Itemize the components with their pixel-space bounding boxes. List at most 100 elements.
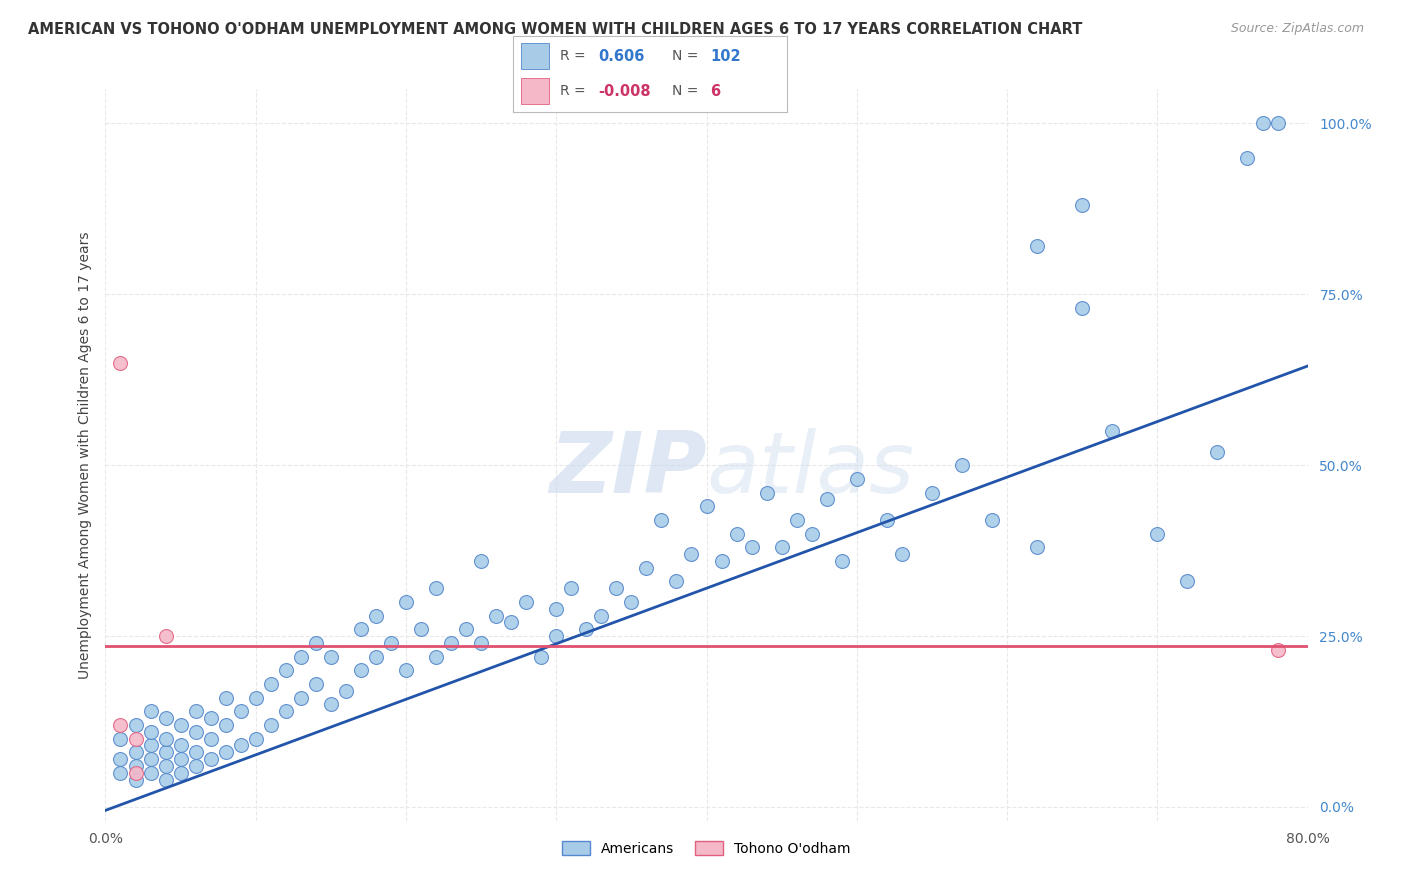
Point	[155, 745, 177, 759]
Text: ZIP: ZIP	[548, 428, 707, 511]
FancyBboxPatch shape	[522, 78, 548, 104]
Point	[214, 690, 236, 705]
Point	[124, 759, 146, 773]
Text: Source: ZipAtlas.com: Source: ZipAtlas.com	[1230, 22, 1364, 36]
Point	[710, 554, 733, 568]
Point	[184, 745, 207, 759]
Point	[110, 765, 132, 780]
Text: 102: 102	[710, 49, 741, 63]
Point	[319, 649, 342, 664]
Point	[1101, 424, 1123, 438]
Point	[169, 752, 191, 766]
Point	[305, 677, 328, 691]
Point	[184, 724, 207, 739]
Point	[650, 513, 672, 527]
Point	[501, 615, 523, 630]
Point	[139, 739, 162, 753]
Point	[139, 724, 162, 739]
Point	[454, 622, 477, 636]
Point	[770, 540, 793, 554]
Point	[169, 765, 191, 780]
Point	[155, 772, 177, 787]
Point	[274, 704, 297, 718]
Text: -0.008: -0.008	[598, 84, 651, 98]
Point	[350, 663, 373, 677]
Point	[245, 731, 267, 746]
Text: 6: 6	[710, 84, 721, 98]
Point	[815, 492, 838, 507]
Point	[831, 554, 853, 568]
Point	[515, 595, 537, 609]
Point	[560, 581, 582, 595]
Point	[200, 731, 222, 746]
Point	[1146, 526, 1168, 541]
Text: AMERICAN VS TOHONO O'ODHAM UNEMPLOYMENT AMONG WOMEN WITH CHILDREN AGES 6 TO 17 Y: AMERICAN VS TOHONO O'ODHAM UNEMPLOYMENT …	[28, 22, 1083, 37]
Point	[260, 677, 283, 691]
Point	[214, 718, 236, 732]
Point	[546, 601, 568, 615]
Point	[124, 718, 146, 732]
Point	[155, 629, 177, 643]
Point	[950, 458, 973, 472]
Point	[395, 663, 418, 677]
Text: N =: N =	[672, 49, 699, 63]
Point	[124, 731, 146, 746]
Y-axis label: Unemployment Among Women with Children Ages 6 to 17 years: Unemployment Among Women with Children A…	[77, 231, 91, 679]
Point	[1267, 642, 1289, 657]
Point	[440, 636, 463, 650]
Point	[1026, 239, 1049, 253]
Point	[184, 704, 207, 718]
Point	[350, 622, 373, 636]
Point	[155, 711, 177, 725]
Point	[741, 540, 763, 554]
Point	[696, 499, 718, 513]
Point	[110, 731, 132, 746]
Point	[155, 731, 177, 746]
Point	[921, 485, 943, 500]
Point	[1206, 444, 1229, 458]
Point	[124, 745, 146, 759]
Point	[409, 622, 432, 636]
Point	[681, 547, 703, 561]
Point	[395, 595, 418, 609]
Point	[1026, 540, 1049, 554]
Point	[800, 526, 823, 541]
Point	[335, 683, 357, 698]
Point	[184, 759, 207, 773]
Point	[1175, 574, 1198, 589]
Point	[530, 649, 553, 664]
Point	[890, 547, 912, 561]
Point	[274, 663, 297, 677]
Point	[364, 649, 387, 664]
Point	[786, 513, 808, 527]
Point	[245, 690, 267, 705]
Point	[169, 739, 191, 753]
Point	[139, 752, 162, 766]
Point	[876, 513, 898, 527]
Point	[425, 581, 447, 595]
Point	[305, 636, 328, 650]
Point	[124, 765, 146, 780]
Point	[200, 752, 222, 766]
Point	[425, 649, 447, 664]
Point	[214, 745, 236, 759]
Point	[260, 718, 283, 732]
Text: atlas: atlas	[707, 428, 914, 511]
Point	[364, 608, 387, 623]
Point	[1071, 198, 1094, 212]
Point	[636, 560, 658, 574]
Text: R =: R =	[560, 49, 585, 63]
Point	[155, 759, 177, 773]
FancyBboxPatch shape	[522, 44, 548, 69]
Point	[200, 711, 222, 725]
Point	[290, 690, 312, 705]
Point	[605, 581, 627, 595]
Point	[1251, 116, 1274, 130]
Point	[485, 608, 508, 623]
Point	[380, 636, 402, 650]
Point	[1236, 151, 1258, 165]
Point	[229, 739, 252, 753]
Point	[1071, 301, 1094, 315]
Point	[290, 649, 312, 664]
Point	[470, 554, 492, 568]
